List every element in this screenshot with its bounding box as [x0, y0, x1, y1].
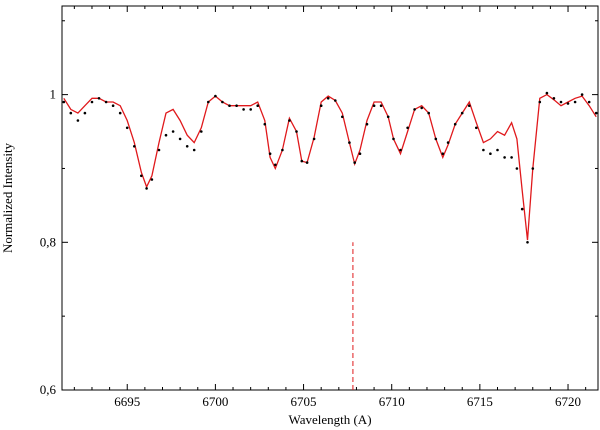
observed-point [312, 137, 316, 141]
x-tick-label: 6700 [202, 394, 228, 409]
observed-point [104, 100, 108, 104]
observed-point [268, 152, 272, 155]
observed-point [427, 111, 431, 115]
observed-point [520, 207, 524, 211]
observed-point [573, 100, 577, 104]
observed-point [228, 104, 231, 107]
model-spectrum-line [63, 93, 597, 241]
y-tick-label: 0,8 [40, 234, 56, 249]
observed-point [420, 106, 424, 110]
observed-point [97, 97, 101, 100]
observed-point [406, 126, 409, 130]
observed-point [145, 187, 148, 190]
observed-point [281, 148, 284, 152]
observed-point [263, 122, 267, 126]
observed-point [249, 108, 252, 111]
observed-point [200, 130, 203, 133]
observed-point [392, 137, 395, 141]
observed-point [157, 148, 161, 152]
observed-point [510, 156, 513, 159]
observed-point [140, 174, 143, 178]
observed-point [594, 111, 598, 115]
observed-point [319, 104, 323, 107]
y-tick-label: 0,6 [40, 382, 57, 397]
observed-point [453, 122, 457, 126]
observed-point [274, 163, 277, 167]
plot-frame [61, 5, 599, 391]
chart-marks [62, 91, 598, 390]
observed-point [538, 100, 542, 104]
observed-point [305, 161, 309, 164]
observed-point [348, 141, 351, 144]
observed-point [515, 167, 519, 170]
y-tick-label: 1 [50, 87, 57, 102]
observed-point [441, 152, 445, 155]
observed-point [164, 133, 168, 137]
observed-point [256, 104, 260, 107]
x-axis-title: Wavelength (A) [288, 412, 371, 427]
observed-point [468, 104, 471, 107]
y-axis-title: Normalized Intensity [0, 142, 15, 253]
observed-point [399, 148, 402, 152]
observed-point [295, 130, 298, 133]
observed-point [69, 111, 73, 115]
observed-point [566, 102, 570, 105]
observed-point [365, 122, 369, 126]
observed-point [503, 156, 506, 159]
observed-point [76, 119, 80, 122]
observed-point [545, 91, 549, 95]
observed-point [62, 100, 66, 104]
x-tick-label: 6720 [555, 394, 581, 409]
observed-point [118, 111, 122, 115]
x-tick-label: 6715 [467, 394, 493, 409]
observed-point [446, 141, 450, 144]
observed-point [353, 161, 357, 164]
observed-point [526, 241, 529, 244]
observed-point [288, 119, 291, 122]
observed-point [587, 100, 591, 104]
observed-point [434, 137, 438, 141]
observed-point [413, 108, 416, 111]
axis-ticks: 6695 6700 6705 6710 6715 6720 0,6 0,8 1 [40, 6, 598, 409]
x-tick-label: 6695 [114, 394, 140, 409]
observed-point [214, 94, 217, 98]
x-tick-label: 6710 [379, 394, 405, 409]
observed-point [235, 104, 238, 107]
observed-point [334, 99, 337, 102]
observed-point [326, 97, 330, 100]
observed-point [531, 167, 535, 170]
observed-point [178, 137, 182, 141]
observed-point [83, 111, 87, 115]
observed-point [90, 100, 94, 104]
observed-point [552, 97, 556, 100]
observed-point [496, 148, 499, 152]
observed-point [242, 108, 245, 111]
observed-point [125, 126, 129, 130]
observed-point [171, 130, 175, 133]
observed-point [341, 115, 344, 119]
x-tick-label: 6705 [291, 394, 317, 409]
observed-point [386, 115, 390, 119]
observed-point [111, 104, 115, 107]
observed-point [221, 100, 224, 104]
observed-point [150, 178, 154, 181]
observed-point [358, 152, 362, 155]
observed-point [207, 100, 210, 104]
observed-point [559, 100, 563, 104]
observed-point [300, 159, 304, 163]
observed-point [133, 145, 136, 148]
observed-point [185, 145, 189, 148]
observed-point [460, 111, 464, 115]
observed-point [192, 148, 196, 152]
observed-point [475, 126, 478, 130]
observed-point [489, 152, 492, 155]
observed-point [580, 93, 584, 96]
observed-point [372, 104, 376, 107]
observed-point [482, 148, 485, 152]
observed-point [379, 104, 383, 107]
